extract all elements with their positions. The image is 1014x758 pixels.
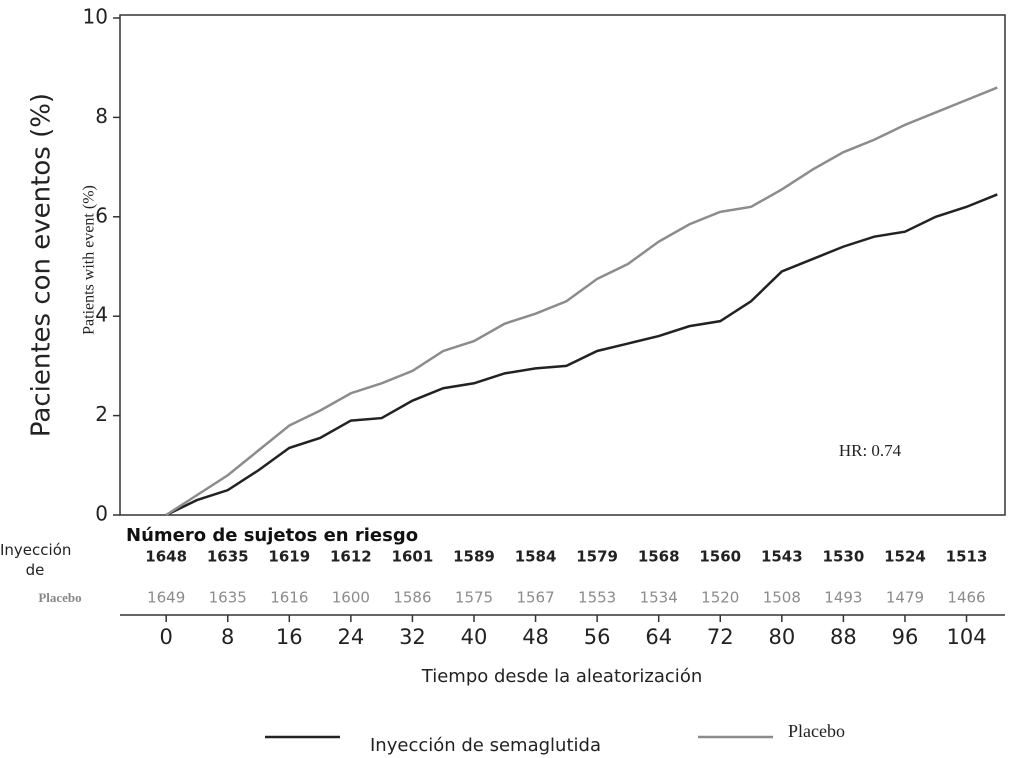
x-tick-label: 80 (768, 625, 795, 649)
risk-value: 1530 (823, 548, 865, 566)
annotation: HR: 0.74 (839, 441, 902, 460)
y-tick-label: 0 (95, 502, 108, 526)
y-tick-label: 6 (95, 203, 108, 227)
risk-value: 1648 (145, 548, 187, 566)
risk-value: 1513 (946, 548, 988, 566)
x-tick-label: 96 (892, 625, 919, 649)
series-line (165, 86, 998, 517)
risk-value: 1553 (578, 589, 616, 607)
risk-value: 1567 (516, 589, 554, 607)
risk-value: 1493 (824, 589, 862, 607)
risk-value: 1520 (701, 589, 739, 607)
risk-row-label: Placebo (38, 590, 82, 605)
x-tick-label: 0 (159, 625, 172, 649)
y-tick-label: 10 (83, 5, 108, 29)
risk-value: 1612 (330, 548, 372, 566)
risk-value: 1619 (268, 548, 310, 566)
y-tick-label: 8 (95, 104, 108, 128)
x-tick-label: 24 (338, 625, 365, 649)
risk-value: 1635 (207, 548, 249, 566)
risk-value: 1524 (884, 548, 926, 566)
risk-value: 1616 (270, 589, 308, 607)
y-tick-label: 4 (95, 303, 108, 327)
risk-row-label: Inyección de (0, 541, 72, 579)
x-tick-label: 64 (645, 625, 672, 649)
risk-value: 1601 (392, 548, 434, 566)
risk-value: 1543 (761, 548, 803, 566)
x-tick-label: 16 (276, 625, 303, 649)
risk-value: 1568 (638, 548, 680, 566)
risk-value: 1575 (455, 589, 493, 607)
series-line (165, 193, 998, 517)
x-tick-label: 32 (399, 625, 426, 649)
risk-value: 1466 (947, 589, 985, 607)
risk-value: 1534 (640, 589, 678, 607)
y-axis-overlay: Patients with event (%) (81, 185, 98, 335)
x-tick-label: 56 (584, 625, 611, 649)
x-tick-label: 8 (221, 625, 234, 649)
risk-value: 1586 (393, 589, 431, 607)
risk-value: 1584 (515, 548, 557, 566)
y-axis-title: Pacientes con eventos (%) (27, 93, 57, 437)
plot-frame (119, 14, 1006, 516)
x-tick-label: 88 (830, 625, 857, 649)
x-tick-label: 48 (522, 625, 549, 649)
risk-value: 1508 (763, 589, 801, 607)
legend-label: Inyección de semaglutida (370, 735, 601, 756)
risk-value: 1560 (699, 548, 741, 566)
risk-value: 1649 (147, 589, 185, 607)
y-tick-label: 2 (95, 402, 108, 426)
risk-value: 1479 (886, 589, 924, 607)
x-tick-label: 72 (707, 625, 734, 649)
risk-value: 1589 (453, 548, 495, 566)
risk-table-title: Número de sujetos en riesgo (126, 525, 418, 546)
risk-value: 1635 (209, 589, 247, 607)
x-axis-title: Tiempo desde la aleatorización (421, 666, 702, 687)
legend-label: Placebo (788, 721, 845, 741)
x-tick-label: 40 (461, 625, 488, 649)
risk-value: 1579 (576, 548, 618, 566)
x-tick-label: 104 (946, 625, 986, 649)
risk-value: 1600 (332, 589, 370, 607)
